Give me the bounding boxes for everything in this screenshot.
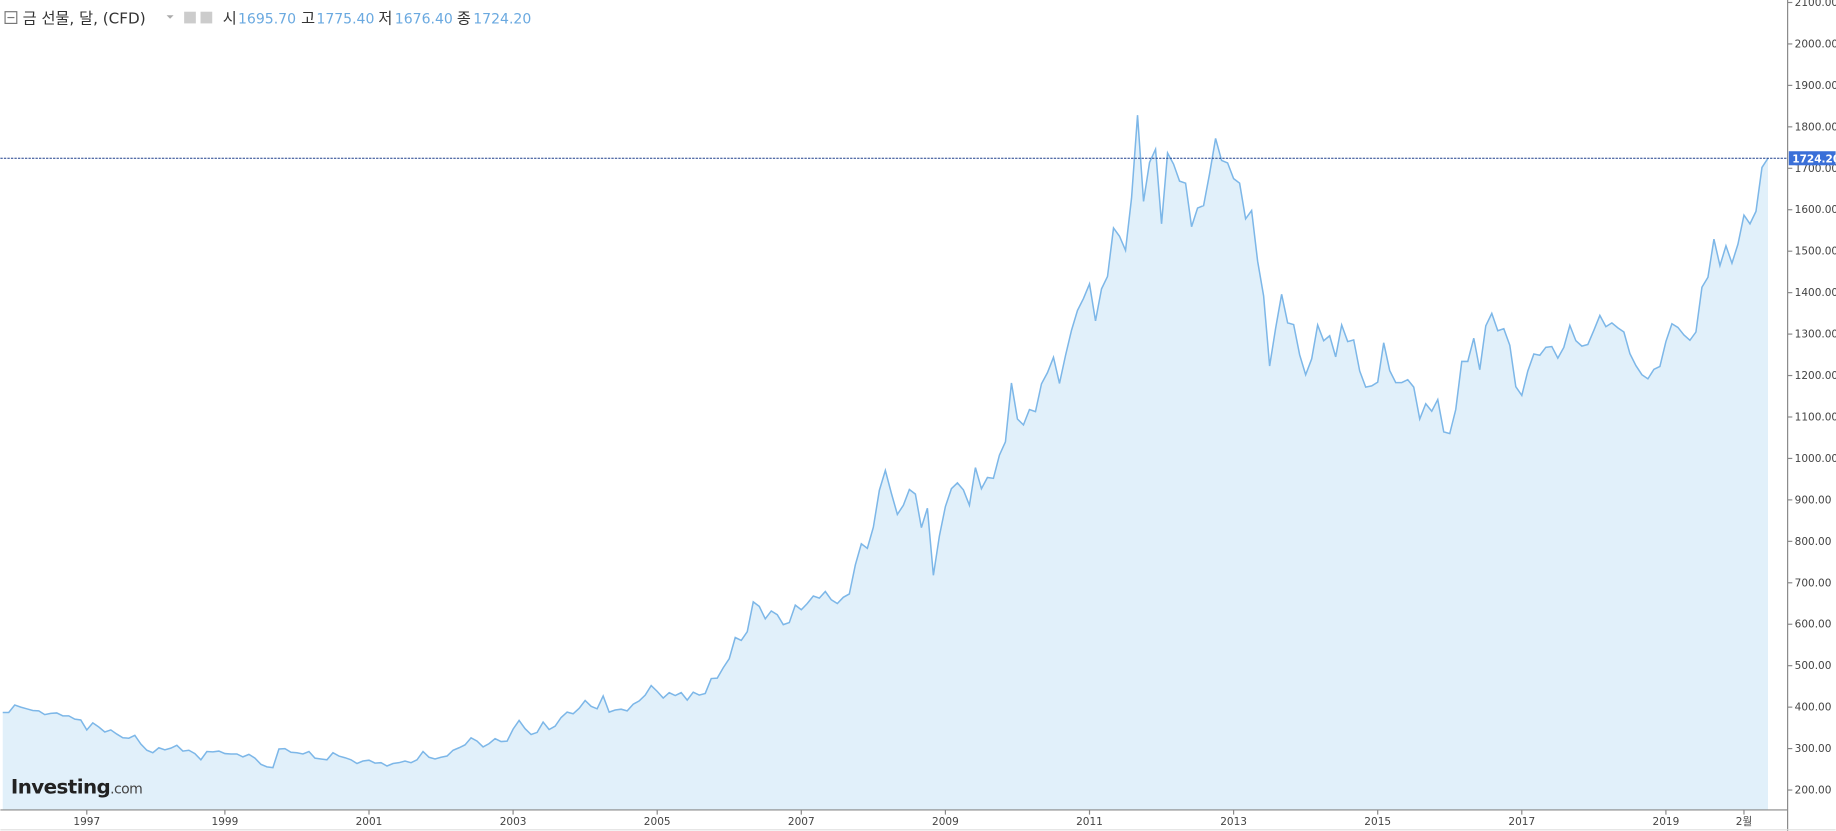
y-tick-label: 1700.00 <box>1795 163 1836 175</box>
y-tick-label: 500.00 <box>1795 660 1832 672</box>
plot-area <box>2 115 1769 810</box>
y-tick-label: 300.00 <box>1795 743 1832 755</box>
x-tick-label: 2007 <box>788 816 815 828</box>
close-value: 1724.20 <box>473 11 531 27</box>
y-tick-label: 2000.00 <box>1795 38 1836 50</box>
y-tick-label: 900.00 <box>1795 494 1832 506</box>
y-tick-label: 1500.00 <box>1795 246 1836 258</box>
x-tick-label: 2005 <box>644 816 671 828</box>
x-tick-label: 2019 <box>1653 816 1680 828</box>
x-tick-label: 2017 <box>1508 816 1535 828</box>
settings-icon[interactable] <box>184 11 196 24</box>
y-tick-label: 1000.00 <box>1795 453 1836 465</box>
y-tick-label: 2100.00 <box>1795 0 1836 9</box>
x-tick-label: 2월 <box>1736 816 1752 828</box>
dropdown-arrow[interactable] <box>166 15 174 19</box>
x-tick-label: 2015 <box>1364 816 1391 828</box>
y-tick-label: 1400.00 <box>1795 287 1836 299</box>
last-price-box <box>1788 151 1836 166</box>
high-label: 고 <box>301 9 315 27</box>
x-tick-label: 2011 <box>1076 816 1103 828</box>
symbol-name[interactable]: 금 선물, 달, (CFD) <box>23 9 146 27</box>
y-tick-label: 1100.00 <box>1795 411 1836 423</box>
x-tick-label: 2009 <box>932 816 959 828</box>
x-tick-label: 1997 <box>73 816 100 828</box>
open-label: 시 <box>223 9 237 27</box>
x-tick-label: 2003 <box>500 816 527 828</box>
logo: Investing.com <box>11 776 142 799</box>
x-tick-label: 2013 <box>1220 816 1247 828</box>
low-label: 저 <box>378 9 392 27</box>
high-value: 1775.40 <box>316 11 374 27</box>
collapse-icon[interactable] <box>4 11 18 24</box>
y-tick-label: 400.00 <box>1795 702 1832 714</box>
price-line <box>2 115 1769 769</box>
logo-suffix: .com <box>110 782 142 798</box>
x-tick-label: 1999 <box>212 816 239 828</box>
y-tick-label: 1200.00 <box>1795 370 1836 382</box>
logo-text: Investing <box>11 776 110 799</box>
y-tick-label: 1300.00 <box>1795 329 1836 341</box>
y-tick-label: 800.00 <box>1795 536 1832 548</box>
y-tick-label: 1900.00 <box>1795 80 1836 92</box>
close-label: 종 <box>457 9 471 27</box>
last-price-label: 1724.20 <box>1792 153 1836 165</box>
y-tick-label: 200.00 <box>1795 785 1832 797</box>
y-tick-label: 600.00 <box>1795 619 1832 631</box>
area-fill <box>2 115 1768 810</box>
x-tick-label: 2001 <box>356 816 383 828</box>
y-tick-label: 700.00 <box>1795 577 1832 589</box>
settings-icon[interactable] <box>200 11 213 24</box>
y-tick-label: 1600.00 <box>1795 204 1836 216</box>
low-value: 1676.40 <box>395 11 453 27</box>
open-value: 1695.70 <box>238 11 296 27</box>
y-tick-label: 1800.00 <box>1795 121 1836 133</box>
